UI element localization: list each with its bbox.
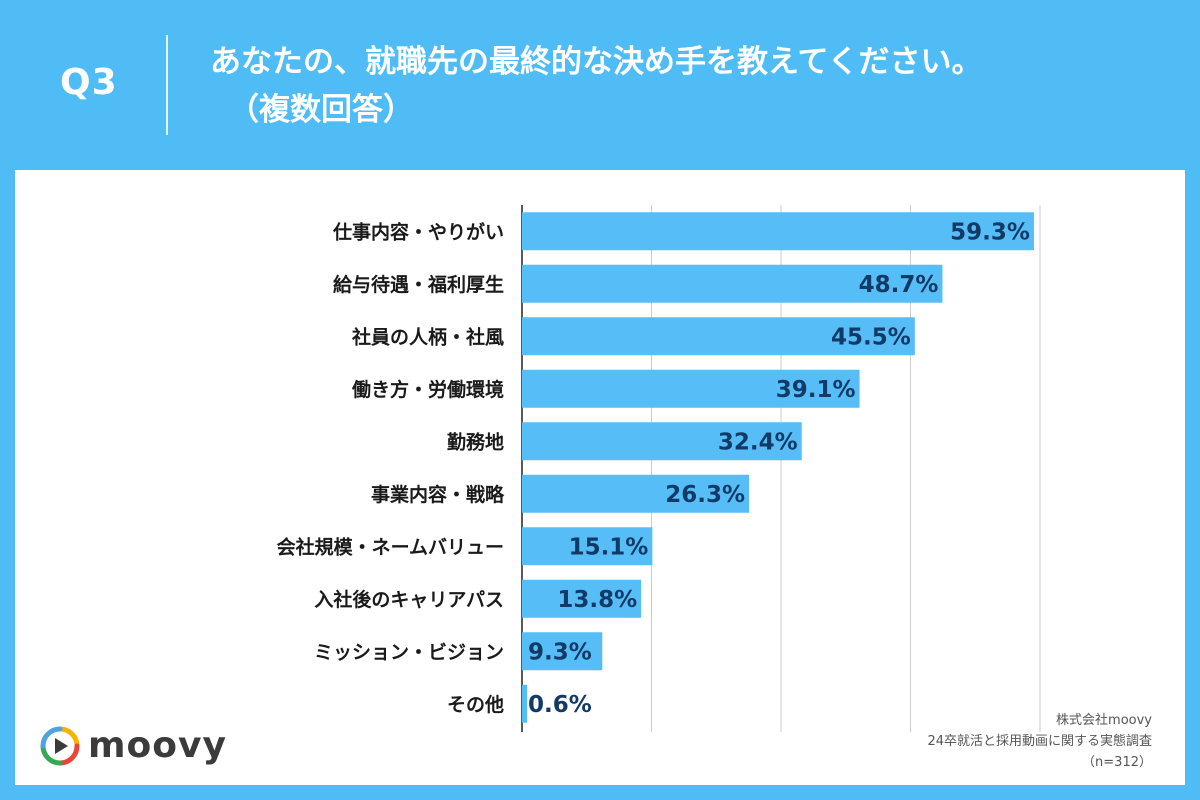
category-label: 仕事内容・やりがい — [332, 220, 504, 243]
question-title-line1: あなたの、就職先の最終的な決め手を教えてください。 — [210, 44, 983, 80]
logo-text: moovy — [88, 725, 227, 766]
category-label: 入社後のキャリアパス — [314, 588, 504, 611]
value-label: 45.5% — [831, 324, 911, 350]
category-label: 働き方・労働環境 — [351, 378, 504, 401]
value-label: 59.3% — [950, 219, 1030, 245]
bar — [522, 212, 1034, 251]
category-label: 勤務地 — [447, 430, 504, 453]
bar — [522, 317, 915, 356]
bar-layer — [522, 212, 1034, 723]
category-label: 社員の人柄・社風 — [351, 325, 504, 348]
category-label: 会社規模・ネームバリュー — [277, 535, 504, 558]
question-number: Q3 — [60, 62, 118, 103]
value-label: 9.3% — [528, 639, 592, 665]
source-note: 株式会社moovy 24卒就活と採用動画に関する実態調査 （n=312） — [812, 710, 1152, 773]
bar — [522, 527, 653, 566]
play-circle-icon — [40, 726, 80, 766]
header: Q3 あなたの、就職先の最終的な決め手を教えてください。 （複数回答） — [0, 0, 1200, 170]
moovy-logo: moovy — [40, 726, 227, 766]
chart-panel: 仕事内容・やりがい 59.3% 給与待遇・福利厚生 48.7% 社員の人柄・社風 45.5… — [15, 170, 1185, 785]
bar — [522, 632, 603, 671]
category-label: 事業内容・戦略 — [371, 483, 505, 506]
source-company: 株式会社moovy — [1056, 713, 1152, 728]
value-label: 32.4% — [718, 429, 798, 455]
value-label: 15.1% — [569, 534, 649, 560]
question-title: あなたの、就職先の最終的な決め手を教えてください。 （複数回答） — [210, 38, 1170, 134]
value-label: 13.8% — [557, 587, 637, 613]
value-label: 48.7% — [859, 272, 939, 298]
header-divider — [166, 35, 168, 135]
label-layer: 仕事内容・やりがい 59.3% 給与待遇・福利厚生 48.7% 社員の人柄・社風 45.5… — [277, 219, 1030, 718]
bar — [522, 369, 860, 408]
category-label: 給与待遇・福利厚生 — [333, 273, 504, 296]
bar — [522, 684, 528, 723]
category-label: その他 — [447, 693, 504, 716]
value-label: 39.1% — [776, 377, 856, 403]
source-survey: 24卒就活と採用動画に関する実態調査 — [927, 734, 1152, 749]
bar-chart: 仕事内容・やりがい 59.3% 給与待遇・福利厚生 48.7% 社員の人柄・社風 45.5… — [277, 205, 1041, 732]
bar — [522, 579, 642, 618]
source-sample: （n=312） — [1082, 755, 1152, 770]
category-label: ミッション・ビジョン — [314, 641, 504, 663]
bar — [522, 474, 750, 513]
value-label: 0.6% — [528, 692, 592, 718]
bar — [522, 422, 802, 461]
question-title-line2: （複数回答） — [228, 92, 414, 128]
value-label: 26.3% — [665, 482, 745, 508]
bar — [522, 264, 943, 303]
